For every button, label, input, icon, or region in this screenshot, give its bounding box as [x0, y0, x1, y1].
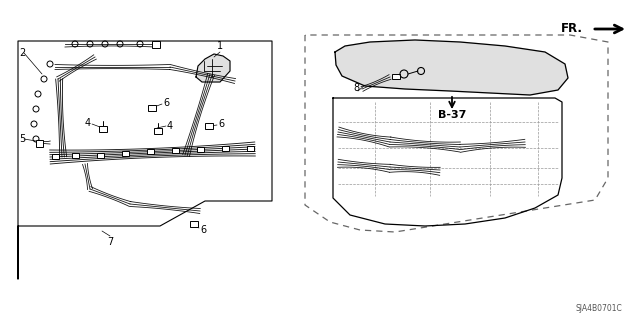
Bar: [36, 140, 43, 147]
Bar: [122, 151, 129, 156]
Bar: [148, 105, 156, 111]
Polygon shape: [196, 54, 230, 82]
Text: 8: 8: [353, 83, 359, 93]
Bar: [190, 221, 198, 227]
Bar: [152, 41, 160, 48]
Text: 2: 2: [19, 48, 25, 58]
Polygon shape: [335, 40, 568, 95]
Bar: [222, 146, 229, 151]
Text: 7: 7: [107, 237, 113, 247]
Text: 6: 6: [200, 225, 206, 235]
Bar: [172, 148, 179, 153]
Bar: [147, 149, 154, 154]
Bar: [72, 153, 79, 158]
Text: 6: 6: [218, 119, 224, 129]
Text: 4: 4: [167, 121, 173, 131]
Bar: [97, 153, 104, 158]
Bar: [197, 147, 204, 152]
Text: FR.: FR.: [561, 21, 583, 34]
Text: 1: 1: [217, 41, 223, 51]
Bar: [99, 126, 107, 132]
Bar: [52, 154, 59, 159]
Text: 4: 4: [85, 118, 91, 128]
Text: 6: 6: [163, 98, 169, 108]
Bar: [205, 123, 213, 129]
Bar: [247, 146, 254, 151]
Text: 5: 5: [19, 134, 25, 144]
Text: SJA4B0701C: SJA4B0701C: [575, 304, 622, 313]
Bar: [392, 74, 400, 79]
Text: B-37: B-37: [438, 110, 466, 120]
Bar: [154, 128, 162, 134]
